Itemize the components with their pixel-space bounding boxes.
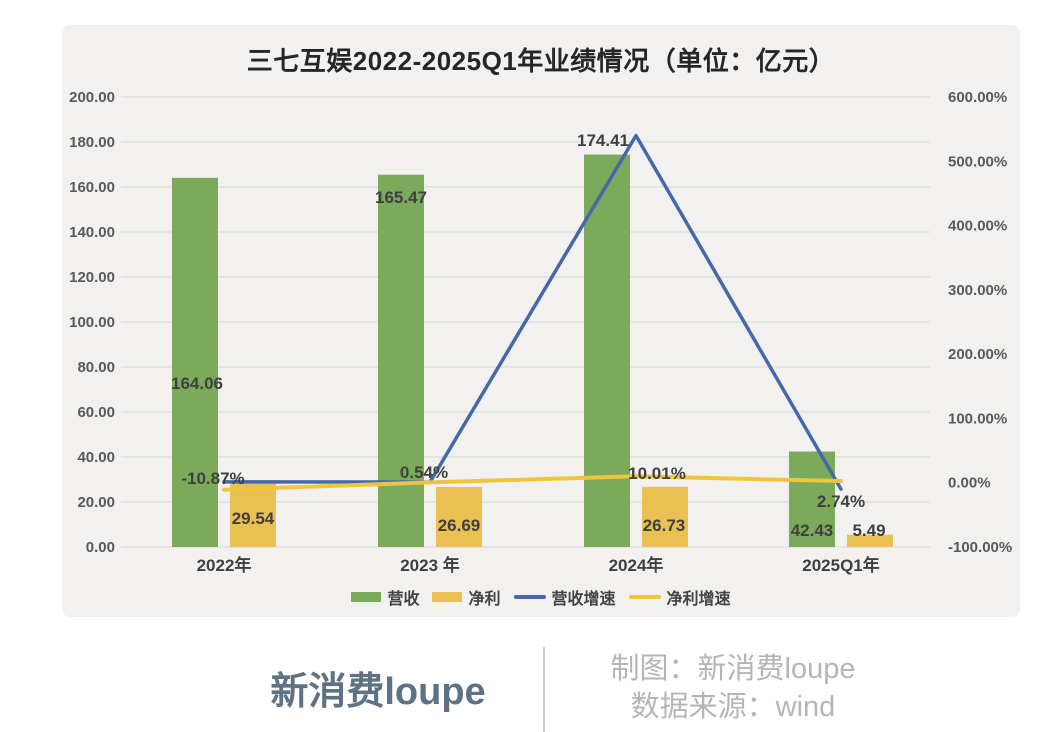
net-profit-bar (642, 486, 688, 547)
chart-panel (62, 25, 1020, 617)
left-axis-tick-label: 100.00 (69, 314, 115, 331)
chart-title: 三七互娱2022-2025Q1年业绩情况（单位：亿元） (246, 46, 836, 76)
credit-line-source: 数据来源：wind (630, 691, 836, 723)
credit-text: 制图：新消费loupe 数据来源：wind (611, 650, 856, 726)
left-axis-tick-label: 20.00 (77, 494, 115, 511)
x-axis-label: 2023 年 (400, 555, 460, 575)
net-profit-growth-line (222, 474, 843, 492)
x-axis-label: 2025Q1年 (802, 555, 880, 575)
net-profit-legend-swatch (432, 592, 463, 602)
right-axis-tick-label: 100.00% (948, 410, 1007, 427)
legend-item-net-profit-growth: 净利增速 (628, 585, 731, 609)
right-axis-tick-label: 200.00% (948, 346, 1007, 363)
revenue-legend-swatch (351, 592, 382, 602)
revenue-bar (378, 174, 424, 547)
left-axis-tick-label: 60.00 (77, 404, 115, 421)
net-profit-bar (436, 486, 482, 547)
right-axis-tick-label: 500.00% (948, 153, 1007, 170)
left-axis-tick-label: 0.00 (86, 539, 115, 556)
revenue-bar (584, 154, 630, 547)
x-axis-label: 2024年 (609, 555, 664, 575)
revenue-growth-legend-swatch (513, 595, 546, 599)
net-profit-growth-legend-swatch (628, 595, 661, 599)
net-profit-value-label: 29.54 (232, 509, 275, 528)
left-axis-tick-label: 140.00 (69, 224, 115, 241)
revenue-growth-line (222, 133, 843, 491)
left-axis-tick-label: 40.00 (77, 449, 115, 466)
left-axis-tick-label: 180.00 (69, 134, 115, 151)
net-profit-growth-value-label: 0.54% (400, 463, 448, 482)
x-axis-label: 2022年 (197, 555, 252, 575)
net-profit-value-label: 5.49 (852, 521, 885, 540)
revenue-value-label: 174.41 (577, 131, 629, 150)
brand-name: 新消费loupe (270, 671, 486, 713)
left-axis-tick-label: 160.00 (69, 179, 115, 196)
legend-item-net-profit: 净利 (432, 585, 501, 609)
revenue-value-label: 164.06 (171, 374, 223, 393)
legend-item-revenue: 营收 (351, 585, 419, 609)
right-axis-tick-label: 0.00% (948, 475, 991, 492)
revenue-value-label: 42.43 (791, 521, 834, 540)
legend-label: 净利增速 (666, 591, 731, 608)
footer-divider (543, 647, 545, 732)
left-axis-tick-label: 200.00 (69, 89, 115, 106)
chart-legend: 营收 净利 营收增速 净利增速 (62, 586, 1020, 608)
net-profit-value-label: 26.69 (438, 516, 481, 535)
left-axis-tick-label: 120.00 (69, 269, 115, 286)
legend-label: 营收增速 (551, 591, 616, 608)
net-profit-bar (847, 534, 893, 547)
net-profit-growth-value-label: 10.01% (628, 464, 686, 483)
revenue-bar (172, 177, 218, 548)
right-axis-tick-label: -100.00% (948, 539, 1012, 556)
legend-label: 营收 (387, 591, 420, 608)
credit-line-author: 制图：新消费loupe (610, 653, 856, 685)
left-axis-tick-label: 80.00 (77, 359, 115, 376)
legend-label: 净利 (468, 591, 501, 608)
net-profit-bar (230, 480, 276, 547)
right-axis-tick-label: 400.00% (948, 218, 1007, 235)
net-profit-value-label: 26.73 (643, 516, 686, 535)
right-axis-tick-label: 600.00% (948, 89, 1007, 106)
net-profit-growth-value-label: -10.87% (181, 469, 244, 488)
right-axis-tick-label: 300.00% (948, 282, 1007, 299)
revenue-value-label: 165.47 (375, 188, 427, 207)
legend-item-revenue-growth: 营收增速 (513, 585, 616, 609)
net-profit-growth-value-label: 2.74% (817, 492, 865, 511)
